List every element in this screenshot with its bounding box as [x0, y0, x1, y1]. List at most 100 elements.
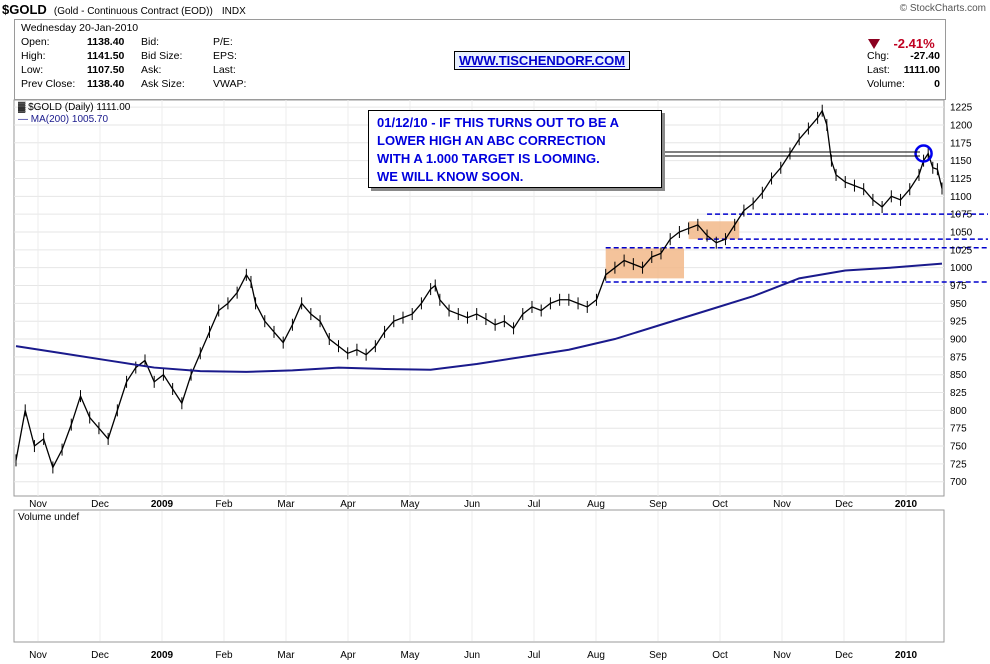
x-tick-label: Sep [649, 499, 667, 510]
stat-value: 1111.00 [903, 64, 940, 76]
stat-label: Last: [213, 64, 236, 76]
stat-label: EPS: [213, 50, 237, 62]
x-tick-label: Apr [340, 650, 356, 661]
x-tick-label: Jul [528, 650, 541, 661]
x-tick-label: 2009 [151, 650, 174, 661]
website-link[interactable]: WWW.TISCHENDORF.COM [454, 51, 631, 70]
price-chart: 700 725 750 775 800 825 850 875 900 925 950 975 1000… [13, 99, 988, 661]
annotation-box: 01/12/10 - IF THIS TURNS OUT TO BE A LOWE… [368, 110, 662, 188]
x-tick-label: Nov [29, 499, 47, 510]
y-tick-label: 1125 [950, 174, 972, 185]
y-tick-label: 925 [950, 317, 967, 328]
stat-value: 1107.50 [87, 64, 125, 76]
consolidation-zone [688, 221, 740, 240]
x-tick-label: Nov [773, 650, 791, 661]
x-tick-label: Dec [835, 499, 853, 510]
legend-ma: — MA(200) 1005.70 [18, 114, 108, 125]
x-tick-label: Nov [773, 499, 791, 510]
x-tick-label: Dec [91, 650, 109, 661]
down-triangle-icon [868, 38, 880, 49]
exchange-label: INDX [221, 6, 246, 17]
change-percent: -2.41% [893, 36, 935, 51]
volume-plot-area [13, 509, 945, 643]
highlight-circle [914, 144, 933, 163]
stat-label: Open: [21, 36, 50, 48]
y-tick-label: 1100 [950, 192, 972, 203]
x-tick-label: Feb [215, 499, 233, 510]
x-tick-label: Apr [340, 499, 356, 510]
stat-label: Ask: [141, 64, 162, 76]
y-tick-label: 1200 [950, 120, 973, 131]
chart-title-row: $GOLD (Gold - Continuous Contract (EOD))… [2, 2, 246, 17]
x-tick-label: 2010 [895, 650, 918, 661]
y-tick-label: 975 [950, 281, 967, 292]
quote-date: Wednesday 20-Jan-2010 [21, 22, 139, 34]
stat-value: 1141.50 [87, 50, 125, 62]
x-tick-label: 2009 [151, 499, 174, 510]
stat-label: Bid Size: [141, 50, 183, 62]
y-tick-label: 1175 [950, 138, 972, 149]
price-series-line [15, 109, 943, 470]
stat-value: -27.40 [910, 50, 940, 62]
stat-label: Ask Size: [141, 78, 185, 90]
stat-value: 1138.40 [87, 36, 125, 48]
y-tick-label: 700 [950, 477, 967, 488]
annotation-text: LOWER HIGH AN ABC CORRECTION [377, 133, 606, 148]
y-tick-label: 900 [950, 335, 967, 346]
x-tick-label: Oct [712, 650, 728, 661]
x-tick-label: 2010 [895, 499, 918, 510]
x-tick-label: Oct [712, 499, 728, 510]
x-tick-label: May [401, 650, 420, 661]
copyright-link[interactable]: © StockCharts.com [899, 3, 986, 14]
stat-label: Low: [21, 64, 44, 76]
x-tick-label: Nov [29, 650, 47, 661]
x-tick-label: Dec [91, 499, 109, 510]
stat-label: P/E: [213, 36, 233, 48]
y-tick-label: 1150 [950, 156, 972, 167]
y-tick-label: 825 [950, 388, 967, 399]
quote-panel: Wednesday 20-Jan-2010 Open: 1138.40 High: 1… [14, 19, 946, 100]
x-tick-label: Dec [835, 650, 853, 661]
x-tick-label: Mar [277, 650, 295, 661]
y-tick-label: 850 [950, 370, 967, 381]
x-tick-label: Jul [528, 499, 541, 510]
y-tick-label: 800 [950, 406, 967, 417]
x-tick-label: Aug [587, 499, 605, 510]
volume-label: Volume undef [18, 512, 79, 523]
annotation-text: 01/12/10 - IF THIS TURNS OUT TO BE A [377, 115, 619, 130]
x-tick-label: Feb [215, 650, 233, 661]
stat-label: Volume: [867, 78, 905, 90]
x-tick-label: May [401, 499, 420, 510]
x-tick-label: Mar [277, 499, 295, 510]
x-tick-label: Sep [649, 650, 667, 661]
x-tick-label: Jun [464, 499, 480, 510]
stat-label: High: [21, 50, 46, 62]
y-tick-label: 1050 [950, 228, 973, 239]
instrument-subtitle: (Gold - Continuous Contract (EOD)) [53, 6, 213, 17]
stat-label: Chg: [867, 50, 890, 62]
stat-value: 1138.40 [87, 78, 125, 90]
x-tick-label: Aug [587, 650, 605, 661]
y-tick-label: 725 [950, 459, 967, 470]
stat-label: Last: [867, 64, 890, 76]
y-tick-label: 1225 [950, 103, 973, 114]
legend-price: ▓ $GOLD (Daily) 1111.00 [18, 101, 131, 113]
y-tick-label: 775 [950, 424, 967, 435]
stat-label: VWAP: [213, 78, 247, 90]
consolidation-zone [605, 248, 685, 279]
change-indicator: -2.41% [867, 35, 935, 53]
x-tick-label: Jun [464, 650, 480, 661]
ma200-series-line [15, 262, 943, 373]
annotation-text: WE WILL KNOW SOON. [377, 169, 524, 184]
y-tick-label: 1025 [950, 245, 973, 256]
stat-value: 0 [934, 78, 940, 90]
stat-label: Bid: [141, 36, 160, 48]
y-tick-label: 1075 [950, 210, 973, 221]
y-tick-label: 875 [950, 352, 967, 363]
symbol-label: $GOLD [2, 2, 47, 17]
stat-label: Prev Close: [21, 78, 76, 90]
y-tick-label: 1000 [950, 263, 973, 274]
y-tick-label: 750 [950, 442, 967, 453]
y-tick-label: 950 [950, 299, 967, 310]
annotation-text: WITH A 1.000 TARGET IS LOOMING. [377, 151, 600, 166]
